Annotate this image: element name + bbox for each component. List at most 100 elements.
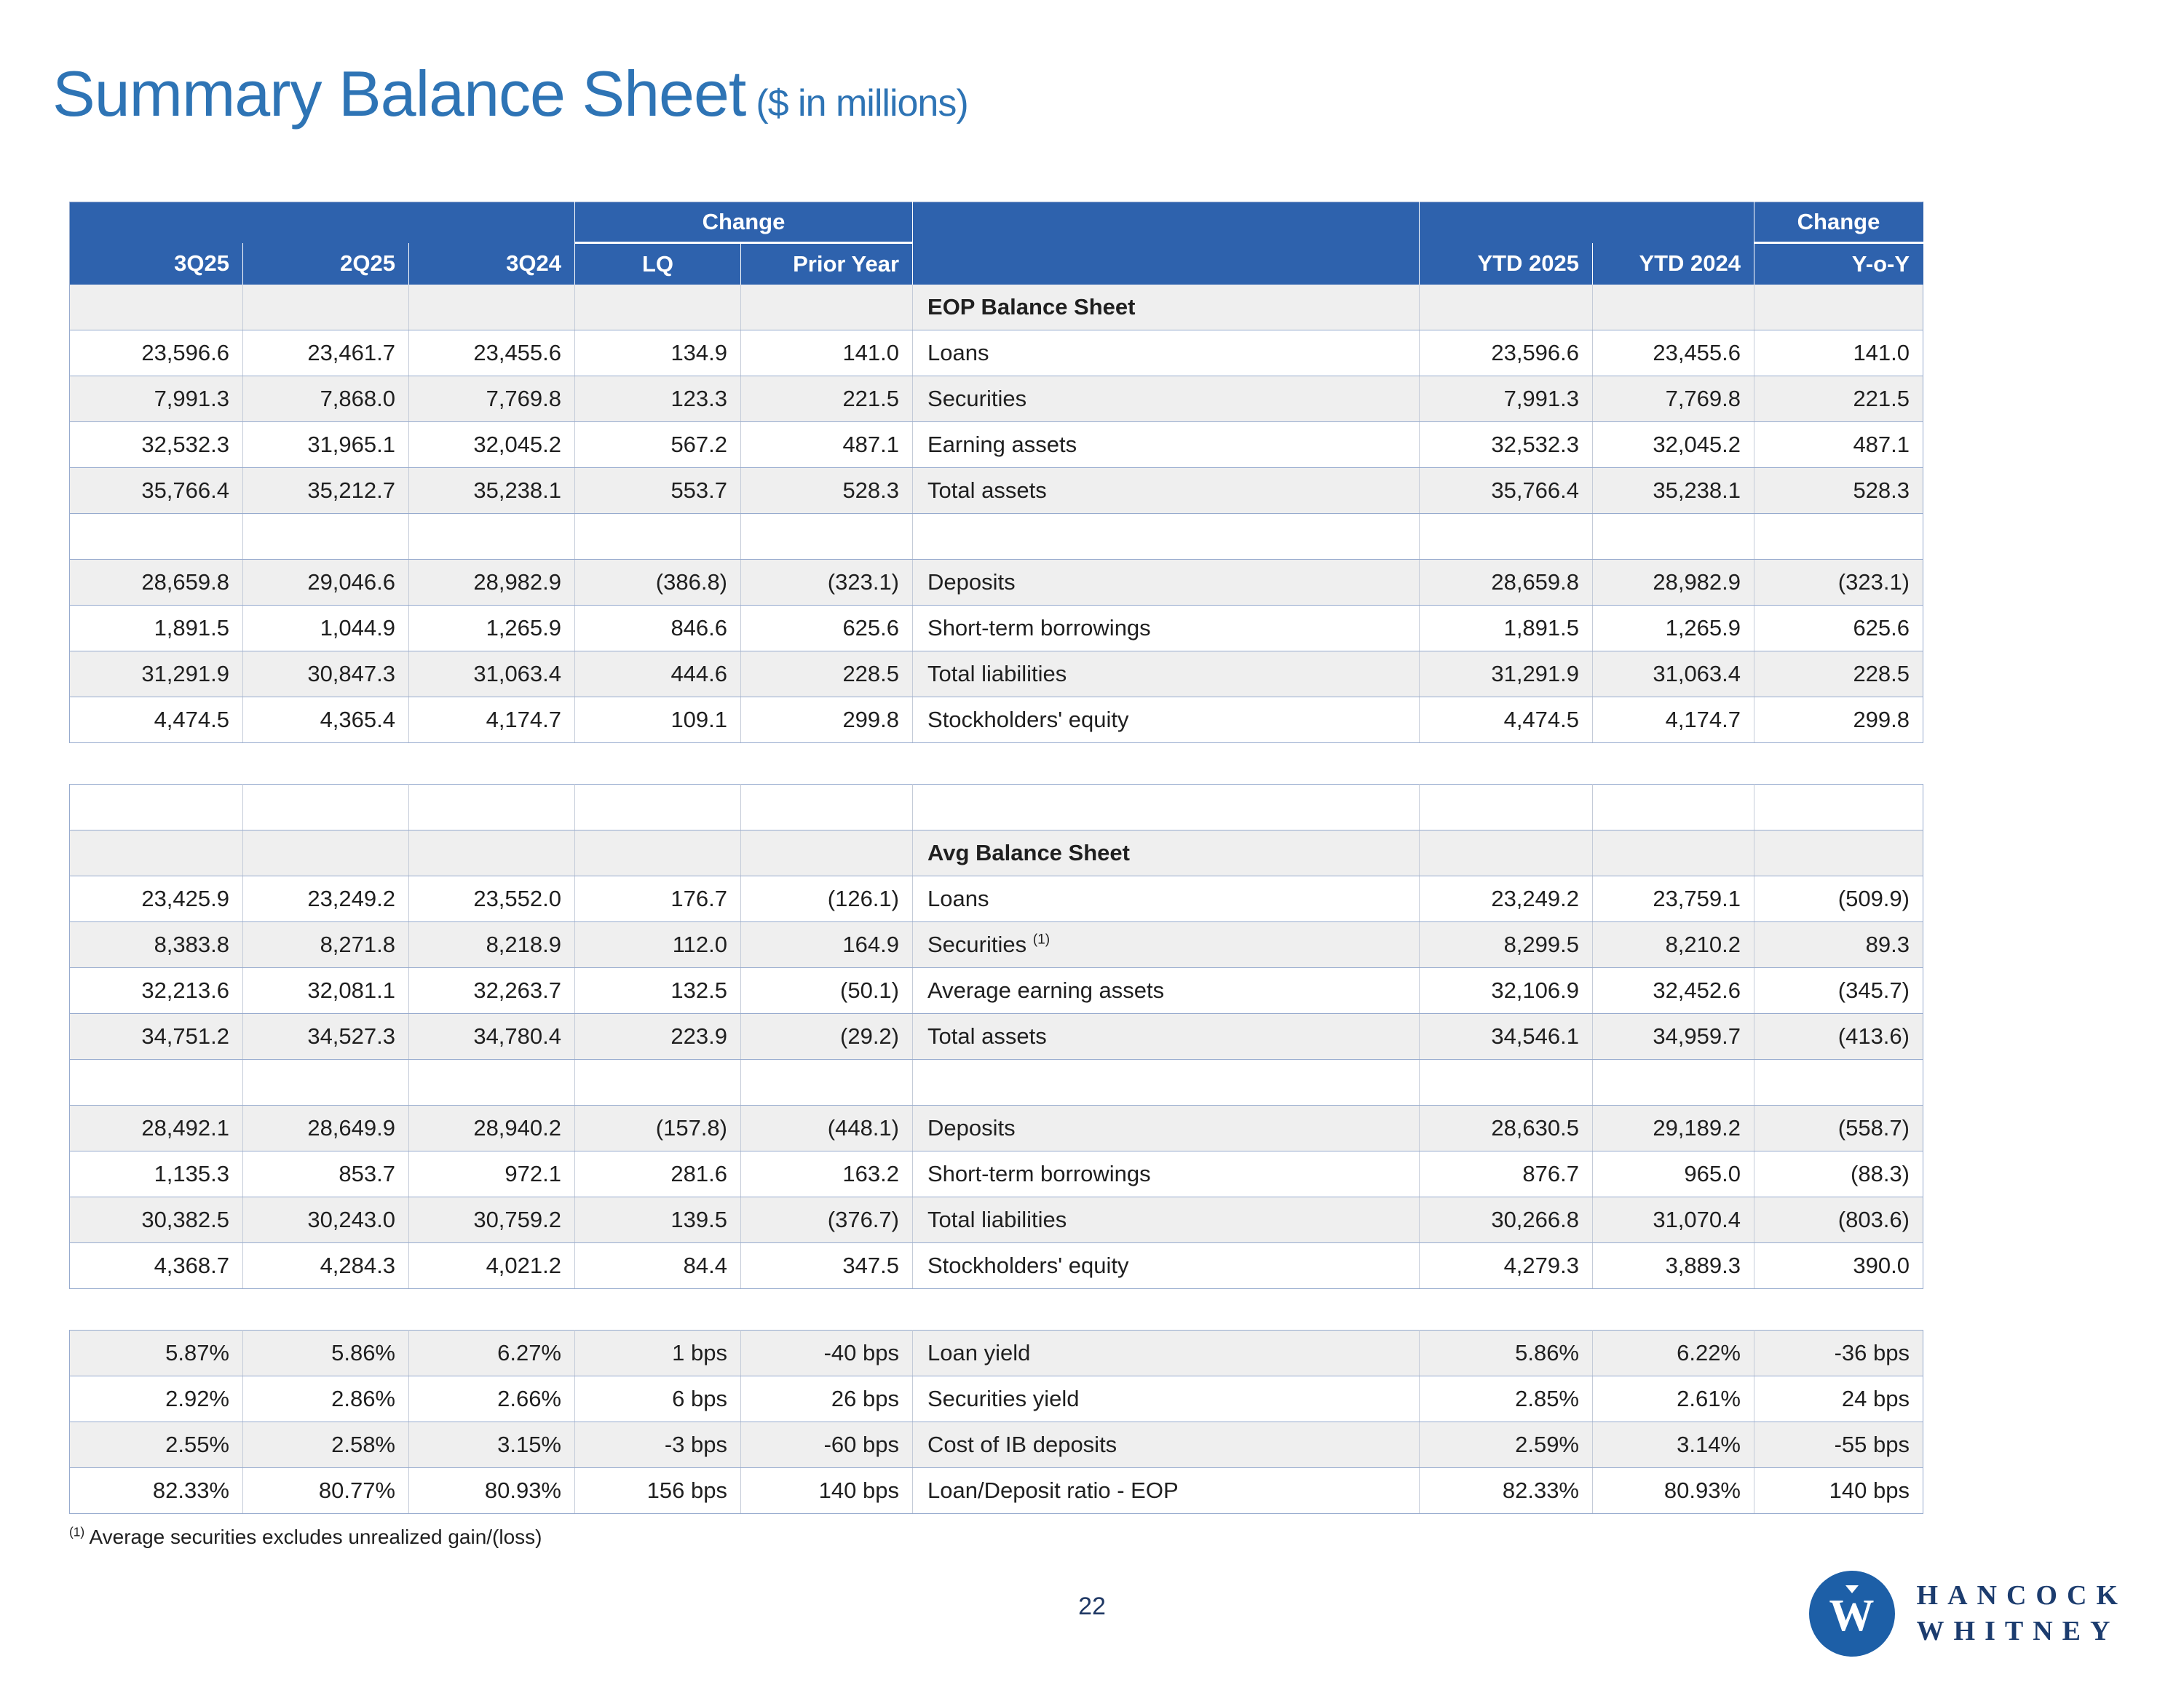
cell-value: 35,238.1 [408, 467, 576, 514]
cell-value: (376.7) [740, 1197, 913, 1243]
cell-value [1592, 784, 1754, 830]
cell-value: 7,769.8 [1592, 376, 1755, 422]
table-row: 82.33% 80.77% 80.93% 156 bps 140 bps Loan/Dep… [69, 1467, 1923, 1514]
cell-value [1419, 285, 1594, 330]
row-label: Total assets [912, 467, 1420, 514]
cell-value [1592, 285, 1755, 330]
cell-value: 4,474.5 [1419, 697, 1594, 743]
cell-value: 140 bps [740, 1467, 913, 1514]
change-header-yoy: Change [1754, 202, 1924, 244]
avg-balance-sheet-body: Avg Balance Sheet 23,425.9 23,249.2 23,552.… [69, 784, 1923, 1289]
cell-value: 28,940.2 [408, 1105, 575, 1151]
page-number: 22 [1078, 1593, 1106, 1620]
cell-value: 139.5 [574, 1197, 741, 1243]
row-label: Stockholders' equity [912, 1242, 1420, 1289]
cell-value [69, 285, 243, 330]
row-label: EOP Balance Sheet [912, 285, 1420, 330]
cell-value: 8,299.5 [1419, 921, 1593, 968]
table-row: 34,751.2 34,527.3 34,780.4 223.9 (29.2) Total… [69, 1013, 1923, 1060]
cell-value [69, 784, 243, 830]
cell-value: 4,365.4 [242, 697, 409, 743]
cell-value: (386.8) [574, 559, 742, 606]
cell-value: 80.77% [242, 1467, 409, 1514]
cell-value: 123.3 [574, 376, 742, 422]
cell-value [408, 285, 576, 330]
row-label: Loans [912, 330, 1420, 376]
cell-value: 23,596.6 [1419, 330, 1594, 376]
cell-value: 299.8 [1754, 697, 1923, 743]
cell-value: 23,249.2 [242, 876, 409, 922]
col-3q25: 3Q25 [69, 242, 243, 285]
cell-value: (126.1) [740, 876, 913, 922]
cell-value: 4,284.3 [242, 1242, 409, 1289]
cell-value: 32,213.6 [69, 967, 243, 1014]
cell-value [242, 513, 409, 560]
cell-value [1592, 513, 1755, 560]
cell-value: 3.15% [408, 1422, 575, 1468]
cell-value: 8,271.8 [242, 921, 409, 968]
cell-value: 3,889.3 [1592, 1242, 1754, 1289]
cell-value: 347.5 [740, 1242, 913, 1289]
cell-value: -40 bps [740, 1330, 913, 1376]
cell-value: (50.1) [740, 967, 913, 1014]
table-row: 8,383.8 8,271.8 8,218.9 112.0 164.9 Securitie… [69, 921, 1923, 968]
cell-value: 82.33% [69, 1467, 243, 1514]
cell-value: 876.7 [1419, 1151, 1593, 1197]
table-row: 23,596.6 23,461.7 23,455.6 134.9 141.0 Loans 2… [69, 330, 1923, 376]
cell-value: 32,532.3 [69, 421, 243, 468]
cell-value: 134.9 [574, 330, 742, 376]
table-row: 31,291.9 30,847.3 31,063.4 444.6 228.5 Total … [69, 651, 1923, 697]
cell-value: (509.9) [1754, 876, 1923, 922]
cell-value: 390.0 [1754, 1242, 1923, 1289]
cell-value: 4,279.3 [1419, 1242, 1593, 1289]
table-row: 4,474.5 4,365.4 4,174.7 109.1 299.8 Stockhold… [69, 697, 1923, 743]
cell-value: 31,291.9 [1419, 651, 1594, 697]
cell-value: 31,291.9 [69, 651, 243, 697]
cell-value: 141.0 [1754, 330, 1923, 376]
cell-value: 8,210.2 [1592, 921, 1754, 968]
cell-value: 34,527.3 [242, 1013, 409, 1060]
cell-value: 23,596.6 [69, 330, 243, 376]
header-row-change: Change Change [69, 202, 1924, 244]
cell-value [1419, 784, 1593, 830]
table-header: Change Change 3Q25 2Q25 3Q24 LQ Prior Ye… [69, 202, 1924, 285]
cell-value: 528.3 [1754, 467, 1923, 514]
cell-value: 30,759.2 [408, 1197, 575, 1243]
header-spacer [1419, 202, 1755, 243]
cell-value: 625.6 [1754, 605, 1923, 651]
cell-value: 2.59% [1419, 1422, 1593, 1468]
cell-value [1754, 830, 1923, 876]
cell-value [740, 285, 914, 330]
cell-value: 1,265.9 [1592, 605, 1755, 651]
cell-value: 1,265.9 [408, 605, 576, 651]
cell-value: 7,868.0 [242, 376, 409, 422]
cell-value: 163.2 [740, 1151, 913, 1197]
col-2q25: 2Q25 [242, 242, 409, 285]
cell-value [574, 784, 741, 830]
cell-value: 35,212.7 [242, 467, 409, 514]
col-lq: LQ [574, 242, 742, 285]
cell-value: 28,659.8 [1419, 559, 1594, 606]
cell-value: 82.33% [1419, 1467, 1593, 1514]
cell-value: 34,780.4 [408, 1013, 575, 1060]
cell-value: 28,492.1 [69, 1105, 243, 1151]
cell-value: 4,368.7 [69, 1242, 243, 1289]
cell-value: 5.86% [242, 1330, 409, 1376]
cell-value: 299.8 [740, 697, 914, 743]
cell-value: 281.6 [574, 1151, 741, 1197]
cell-value: (157.8) [574, 1105, 741, 1151]
cell-value: 6 bps [574, 1376, 741, 1422]
cell-value [1592, 830, 1754, 876]
table-row: 1,135.3 853.7 972.1 281.6 163.2 Short-term bo… [69, 1151, 1923, 1197]
cell-value: (558.7) [1754, 1105, 1923, 1151]
cell-value: 132.5 [574, 967, 741, 1014]
cell-value: 4,474.5 [69, 697, 243, 743]
cell-value [574, 1059, 741, 1106]
cell-value: 4,021.2 [408, 1242, 575, 1289]
cell-value: 553.7 [574, 467, 742, 514]
change-header: Change [574, 202, 914, 244]
cell-value [1592, 1059, 1754, 1106]
cell-value: -3 bps [574, 1422, 741, 1468]
cell-value [242, 830, 409, 876]
cell-value [1419, 513, 1594, 560]
